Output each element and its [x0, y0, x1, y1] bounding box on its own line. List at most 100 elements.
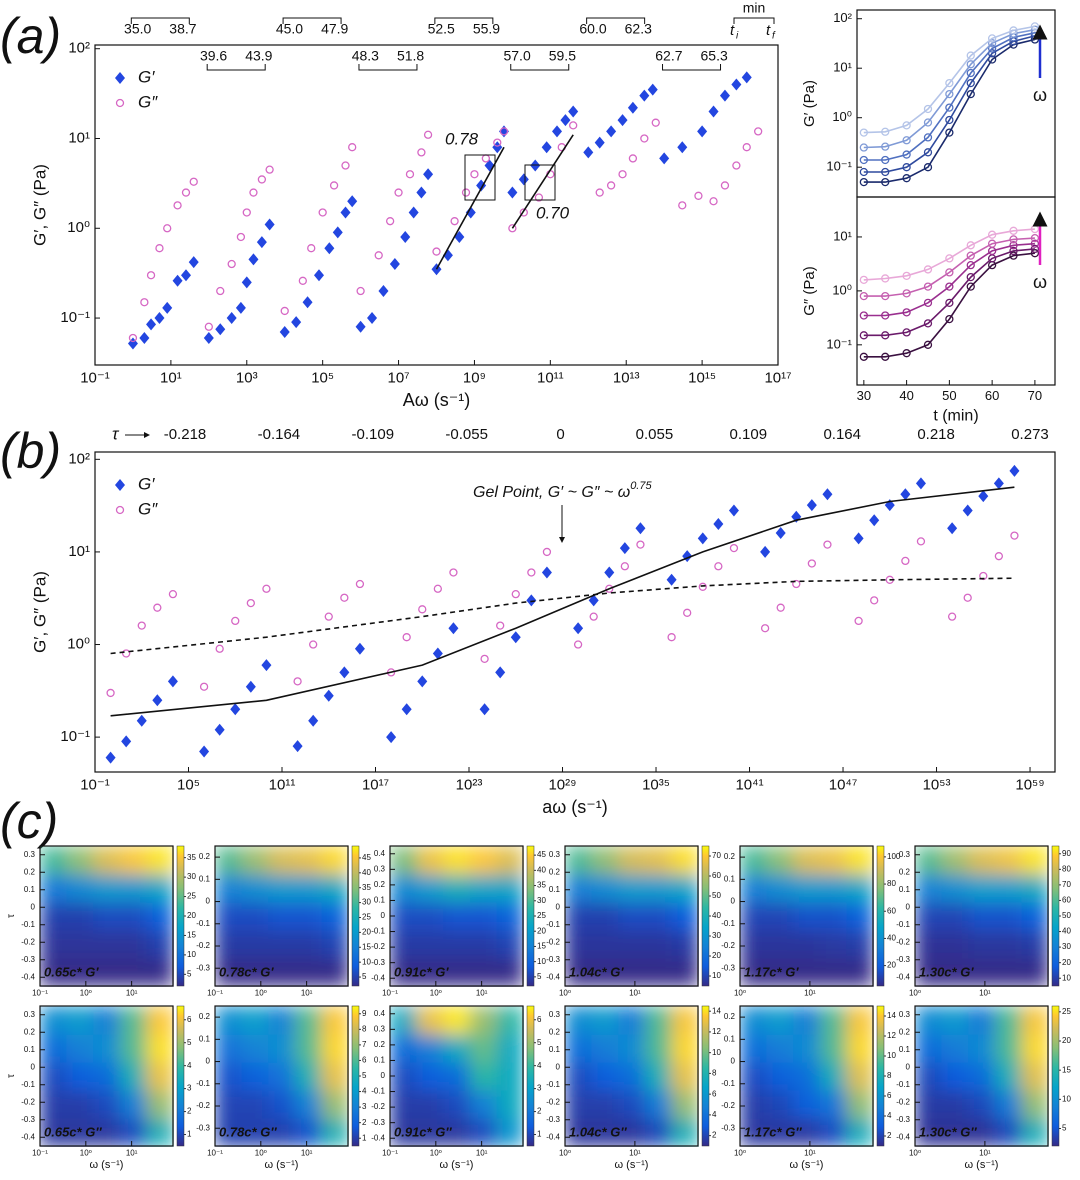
- line: [863, 32, 1036, 161]
- point: [823, 540, 832, 549]
- point: [714, 562, 723, 571]
- heatmap-cell: [994, 846, 1022, 875]
- heatmap-cell: [793, 958, 821, 987]
- bracket: [733, 17, 775, 24]
- heatmap-cell: [321, 930, 349, 959]
- heatmap-cell: [766, 958, 794, 987]
- heatmap-cell: [819, 874, 847, 903]
- colorbar-label: 50: [1062, 911, 1071, 920]
- heatmap: [565, 1006, 699, 1147]
- x-axis-label: ω (s⁻¹): [265, 1159, 299, 1171]
- heatmap-cell: [941, 1090, 969, 1119]
- x-tick-label: 10¹: [160, 369, 182, 386]
- colorbar: [526, 1005, 535, 1147]
- heatmap-cell: [294, 958, 322, 987]
- point: [945, 314, 954, 324]
- y-tick-label: 0.3: [374, 1024, 386, 1033]
- tau-label: -0.055: [445, 426, 488, 443]
- heatmap-cell: [968, 846, 996, 875]
- point: [356, 286, 365, 296]
- point: [480, 654, 489, 664]
- plot-frame: [564, 845, 699, 987]
- heatmap-cell: [241, 1118, 269, 1147]
- window-start: 62.7: [655, 48, 682, 64]
- tau-label: -0.164: [258, 426, 301, 443]
- colorbar-label: 8: [887, 1071, 892, 1080]
- heatmap-cell: [793, 1034, 821, 1063]
- x-tick-label: 10¹: [301, 1148, 313, 1157]
- heatmap-label: 1.17c* G″: [744, 1124, 802, 1139]
- heatmap-cell: [968, 1034, 996, 1063]
- heatmap-cell: [416, 1034, 444, 1063]
- point: [881, 167, 890, 177]
- heatmap-cell: [565, 958, 593, 987]
- point: [994, 552, 1004, 561]
- heatmap-cell: [146, 958, 174, 987]
- y-tick-label: 0.2: [549, 867, 561, 876]
- point: [256, 236, 267, 249]
- colorbar-label: 20: [1062, 1036, 1071, 1045]
- colorbar-label: 20: [887, 961, 896, 970]
- heatmap-cell: [671, 1034, 699, 1063]
- point: [618, 170, 627, 179]
- y-tick-label: -0.4: [371, 1133, 385, 1142]
- heatmap-cell: [915, 1034, 943, 1063]
- point: [248, 253, 259, 266]
- point: [389, 258, 400, 271]
- x-tick-label: 10⁻¹: [207, 1148, 223, 1157]
- x-tick-label: 10⁰: [909, 1148, 921, 1157]
- point: [807, 559, 817, 568]
- heatmap-cell: [93, 1006, 121, 1035]
- heatmap-cell: [591, 1090, 619, 1119]
- x-tick-label: 10⁰: [430, 1148, 442, 1157]
- point: [181, 188, 191, 197]
- heatmap-cell: [93, 958, 121, 987]
- heatmap-cell: [1021, 1062, 1049, 1091]
- point: [945, 115, 954, 125]
- point: [732, 161, 741, 170]
- heatmap-cell: [93, 846, 121, 875]
- colorbar-label: 30: [187, 872, 196, 881]
- point: [355, 320, 366, 333]
- point: [966, 60, 975, 69]
- heatmap: [740, 846, 874, 987]
- point: [595, 188, 604, 197]
- heatmap-cell: [591, 1118, 619, 1147]
- point: [470, 170, 479, 179]
- heatmap-cell: [469, 874, 497, 903]
- heatmap-cell: [740, 930, 768, 959]
- point: [348, 143, 357, 152]
- heatmap-cell: [443, 958, 471, 987]
- heatmap-cell: [644, 1062, 672, 1091]
- point: [945, 282, 954, 291]
- x-axis-label: aω (s⁻¹): [542, 797, 608, 817]
- heatmap-cell: [766, 930, 794, 959]
- point: [418, 605, 427, 614]
- colorbar-label: 15: [187, 931, 196, 940]
- colorbar: [176, 845, 185, 987]
- line: [863, 252, 1035, 358]
- point: [534, 193, 544, 202]
- y-tick-label: -0.4: [896, 972, 910, 981]
- y-tick-label: 0.1: [899, 1045, 911, 1054]
- heatmap-cell: [215, 846, 243, 875]
- y-tick-label: 0: [31, 1062, 36, 1071]
- point: [620, 562, 630, 571]
- heatmap-cell: [390, 1034, 418, 1063]
- heatmap-cell: [390, 930, 418, 959]
- heatmap-cell: [740, 1118, 768, 1147]
- y-axis-label: G′, G″ (Pa): [30, 164, 49, 246]
- heatmap-cell: [941, 902, 969, 931]
- x-tick-label: 10¹⁵: [688, 369, 716, 386]
- y-tick-label: 0.1: [24, 1045, 36, 1054]
- point: [431, 263, 442, 276]
- point: [137, 621, 146, 630]
- point: [979, 571, 988, 581]
- heatmap-cell: [268, 1118, 296, 1147]
- y-tick-label: 0.3: [24, 850, 36, 859]
- colorbar-label: 15: [362, 942, 371, 951]
- point: [340, 206, 351, 219]
- point: [881, 311, 890, 320]
- point: [510, 631, 521, 644]
- point: [729, 543, 739, 553]
